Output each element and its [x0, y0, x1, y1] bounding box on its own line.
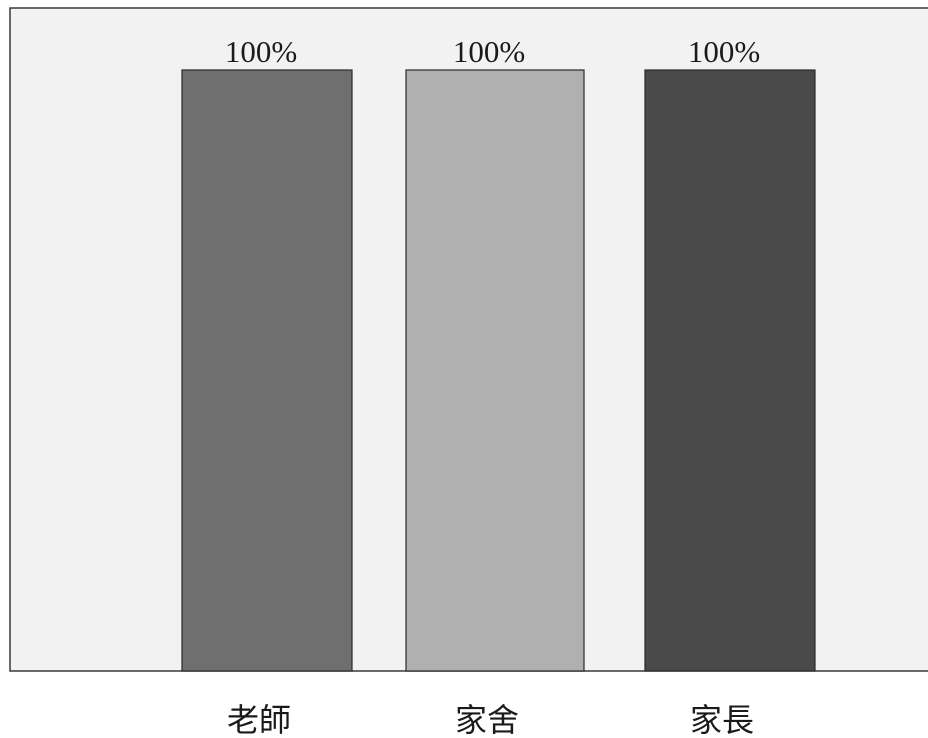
- category-label-2: 家長: [690, 701, 754, 738]
- bar-0: [181, 69, 353, 672]
- data-label-1: 100%: [453, 34, 525, 69]
- bar-2: [644, 69, 816, 672]
- labels-layer: 100% 老師 100% 家舍 100% 家長: [225, 34, 760, 738]
- category-label-1: 家舍: [455, 701, 519, 738]
- bars-layer: [181, 69, 816, 672]
- bar-1: [405, 69, 585, 672]
- data-label-0: 100%: [225, 34, 297, 69]
- category-label-0: 老師: [227, 701, 291, 738]
- data-label-2: 100%: [688, 34, 760, 69]
